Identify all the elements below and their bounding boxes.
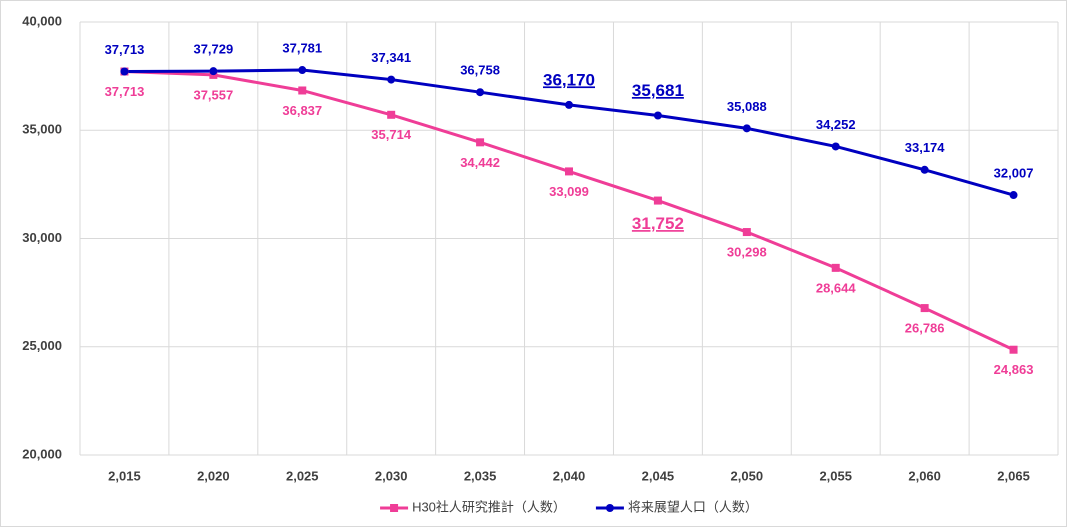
legend-item: 将来展望人口（人数） bbox=[595, 499, 758, 514]
y-tick-label: 40,000 bbox=[22, 13, 62, 28]
x-tick-label: 2,045 bbox=[642, 468, 675, 483]
data-label: 37,713 bbox=[105, 42, 145, 57]
data-point bbox=[1009, 345, 1018, 354]
data-point bbox=[920, 304, 929, 313]
data-point bbox=[653, 196, 662, 205]
y-tick-label: 30,000 bbox=[22, 230, 62, 245]
data-point bbox=[653, 111, 662, 120]
data-label: 26,786 bbox=[905, 321, 945, 336]
data-label: 37,557 bbox=[193, 87, 233, 102]
data-label: 37,341 bbox=[371, 50, 411, 65]
data-point bbox=[120, 67, 129, 76]
x-tick-label: 2,025 bbox=[286, 468, 319, 483]
x-tick-label: 2,035 bbox=[464, 468, 497, 483]
data-label: 36,758 bbox=[460, 63, 500, 78]
y-tick-label: 20,000 bbox=[22, 446, 62, 461]
x-tick-label: 2,060 bbox=[908, 468, 941, 483]
data-point bbox=[387, 75, 396, 84]
x-tick-label: 2,050 bbox=[731, 468, 764, 483]
data-label: 37,729 bbox=[193, 42, 233, 57]
data-point bbox=[476, 138, 485, 147]
data-point bbox=[920, 165, 929, 174]
data-label: 30,298 bbox=[727, 244, 767, 259]
x-tick-label: 2,040 bbox=[553, 468, 586, 483]
x-tick-label: 2,065 bbox=[997, 468, 1030, 483]
data-label: 34,442 bbox=[460, 155, 500, 170]
data-label: 33,174 bbox=[905, 140, 946, 155]
data-label: 35,088 bbox=[727, 99, 767, 114]
data-label: 36,837 bbox=[282, 103, 322, 118]
data-point bbox=[476, 88, 485, 97]
data-point bbox=[565, 167, 573, 176]
y-tick-label: 25,000 bbox=[22, 338, 62, 353]
data-label: 33,099 bbox=[549, 184, 589, 199]
data-point bbox=[831, 263, 840, 272]
legend: H30社人研究推計（人数） 将来展望人口（人数） bbox=[380, 499, 758, 514]
data-label: 28,644 bbox=[816, 280, 857, 295]
x-tick-label: 2,030 bbox=[375, 468, 408, 483]
legend-label: 将来展望人口（人数） bbox=[628, 499, 758, 514]
legend-marker bbox=[605, 504, 614, 512]
data-label: 35,714 bbox=[371, 127, 412, 142]
y-tick-label: 35,000 bbox=[22, 122, 62, 137]
data-label: 24,863 bbox=[994, 362, 1034, 377]
data-point bbox=[565, 100, 573, 109]
legend-marker bbox=[390, 504, 399, 512]
data-point bbox=[831, 142, 840, 151]
data-point bbox=[298, 86, 307, 95]
data-label: 37,713 bbox=[105, 84, 145, 99]
data-point bbox=[209, 67, 218, 76]
data-point bbox=[742, 124, 751, 133]
data-point bbox=[298, 66, 307, 75]
data-point bbox=[387, 110, 396, 119]
data-label: 31,752 bbox=[632, 214, 684, 233]
data-point bbox=[1009, 191, 1018, 200]
x-tick-label: 2,015 bbox=[108, 468, 141, 483]
data-label: 32,007 bbox=[994, 165, 1034, 180]
legend-label: H30社人研究推計（人数） bbox=[412, 499, 566, 514]
data-label: 36,170 bbox=[543, 70, 595, 89]
data-label: 34,252 bbox=[816, 117, 856, 132]
legend-item: H30社人研究推計（人数） bbox=[380, 499, 566, 514]
x-tick-label: 2,055 bbox=[819, 468, 852, 483]
data-point bbox=[742, 228, 751, 237]
x-tick-label: 2,020 bbox=[197, 468, 230, 483]
data-label: 37,781 bbox=[282, 40, 322, 55]
data-label: 35,681 bbox=[632, 81, 684, 100]
